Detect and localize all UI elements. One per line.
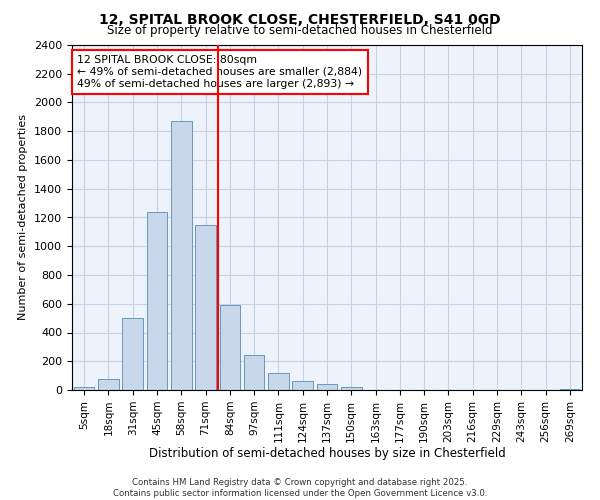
Bar xyxy=(122,318,143,390)
Bar xyxy=(146,212,167,390)
Bar xyxy=(292,382,313,390)
Bar xyxy=(98,378,119,390)
Y-axis label: Number of semi-detached properties: Number of semi-detached properties xyxy=(19,114,28,320)
Bar xyxy=(244,355,265,390)
Text: 12 SPITAL BROOK CLOSE: 80sqm
← 49% of semi-detached houses are smaller (2,884)
4: 12 SPITAL BROOK CLOSE: 80sqm ← 49% of se… xyxy=(77,56,362,88)
Text: 12, SPITAL BROOK CLOSE, CHESTERFIELD, S41 0GD: 12, SPITAL BROOK CLOSE, CHESTERFIELD, S4… xyxy=(99,12,501,26)
Bar xyxy=(341,387,362,390)
X-axis label: Distribution of semi-detached houses by size in Chesterfield: Distribution of semi-detached houses by … xyxy=(149,448,505,460)
Bar xyxy=(74,387,94,390)
Bar xyxy=(268,374,289,390)
Text: Size of property relative to semi-detached houses in Chesterfield: Size of property relative to semi-detach… xyxy=(107,24,493,37)
Bar xyxy=(560,388,580,390)
Bar xyxy=(195,224,216,390)
Bar xyxy=(171,121,191,390)
Bar xyxy=(220,305,240,390)
Bar xyxy=(317,384,337,390)
Text: Contains HM Land Registry data © Crown copyright and database right 2025.
Contai: Contains HM Land Registry data © Crown c… xyxy=(113,478,487,498)
